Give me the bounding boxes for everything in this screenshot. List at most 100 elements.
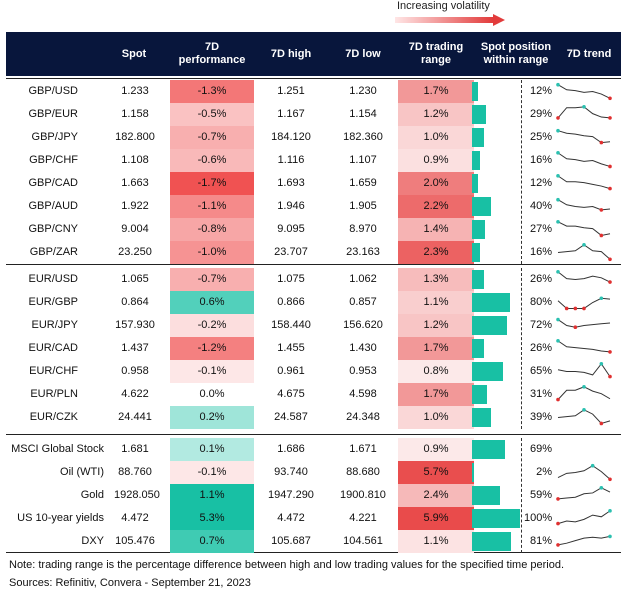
cell-perf: -1.7% bbox=[170, 172, 254, 195]
trend-high-point bbox=[556, 339, 560, 343]
cell-perf: 0.7% bbox=[170, 530, 254, 553]
cell-perf: 5.3% bbox=[170, 507, 254, 530]
position-value: 31% bbox=[529, 388, 552, 400]
trend-low-point bbox=[556, 397, 560, 402]
cell-low: 0.953 bbox=[349, 365, 377, 377]
position-value: 25% bbox=[529, 131, 552, 143]
pair-label: DXY bbox=[81, 535, 104, 547]
cell-high: 1.455 bbox=[277, 342, 305, 354]
cell-range: 2.0% bbox=[398, 172, 474, 195]
trend-line bbox=[557, 319, 611, 328]
cell-range: 1.7% bbox=[398, 337, 474, 360]
cell-low: 104.561 bbox=[343, 535, 383, 547]
pair-label: GBP/CHF bbox=[29, 154, 78, 166]
cell-spot: 1.108 bbox=[121, 154, 149, 166]
cell-perf: 1.1% bbox=[170, 484, 254, 507]
pair-label: GBP/JPY bbox=[31, 131, 78, 143]
position-bar bbox=[472, 243, 480, 262]
cell-perf: -0.5% bbox=[170, 103, 254, 126]
cell-low: 4.221 bbox=[349, 512, 377, 524]
table-row: EUR/USD 1.065 -0.7% 1.075 1.062 1.3% 26% bbox=[6, 268, 621, 291]
cell-perf: 0.0% bbox=[170, 383, 254, 406]
trend-high-point bbox=[599, 486, 604, 490]
pair-label: EUR/USD bbox=[28, 273, 78, 285]
trend-sparkline bbox=[556, 317, 611, 329]
header-trading-range: 7D trading range bbox=[408, 41, 464, 66]
position-bar bbox=[472, 197, 492, 216]
trend-sparkline bbox=[556, 385, 611, 402]
trend-low-point bbox=[573, 306, 578, 311]
position-bar bbox=[472, 174, 478, 193]
cell-low: 1.430 bbox=[349, 342, 377, 354]
pair-label: EUR/CHF bbox=[29, 365, 78, 377]
cell-high: 184.120 bbox=[271, 131, 311, 143]
cell-spot: 1.233 bbox=[121, 85, 149, 97]
trend-low-point bbox=[608, 280, 612, 284]
group-separator bbox=[6, 434, 621, 435]
cell-spot: 0.864 bbox=[121, 296, 149, 308]
position-value: 27% bbox=[529, 223, 552, 235]
cell-range: 1.4% bbox=[398, 218, 474, 241]
cell-range: 1.1% bbox=[398, 530, 474, 553]
position-bar bbox=[472, 486, 501, 505]
trend-sparkline bbox=[556, 486, 611, 501]
cell-perf: 0.6% bbox=[170, 291, 254, 314]
table-bottom-border bbox=[6, 552, 621, 553]
header-performance: 7D performance bbox=[178, 41, 246, 66]
cell-perf: -0.1% bbox=[170, 360, 254, 383]
table-row: GBP/AUD 1.922 -1.1% 1.946 1.905 2.2% 40% bbox=[6, 195, 621, 218]
trend-high-point bbox=[599, 296, 604, 301]
cell-low: 24.348 bbox=[346, 411, 380, 423]
cell-perf: 0.2% bbox=[170, 406, 254, 429]
cell-perf: -1.2% bbox=[170, 337, 254, 360]
position-value: 59% bbox=[529, 489, 552, 501]
trend-line bbox=[557, 130, 611, 144]
cell-range: 1.2% bbox=[398, 103, 474, 126]
position-bar bbox=[472, 509, 520, 528]
trend-high-point bbox=[608, 509, 612, 513]
position-midline bbox=[521, 438, 522, 553]
position-bar bbox=[472, 316, 507, 335]
trend-line bbox=[557, 510, 611, 525]
trend-low-point bbox=[556, 543, 560, 547]
trend-low-point bbox=[608, 164, 612, 169]
trend-line bbox=[557, 386, 611, 400]
trend-low-point bbox=[608, 477, 612, 482]
trend-sparkline bbox=[556, 151, 612, 169]
trend-line bbox=[557, 175, 611, 190]
position-bar bbox=[472, 339, 485, 358]
trend-low-point bbox=[573, 325, 578, 329]
table-row: GBP/CAD 1.663 -1.7% 1.693 1.659 2.0% 12% bbox=[6, 172, 621, 195]
position-value: 81% bbox=[529, 535, 552, 547]
cell-spot: 23.250 bbox=[118, 246, 152, 258]
cell-range: 5.9% bbox=[398, 507, 474, 530]
cell-spot: 1.158 bbox=[121, 108, 149, 120]
trend-sparkline bbox=[556, 220, 611, 238]
table-row: DXY 105.476 0.7% 105.687 104.561 1.1% 81% bbox=[6, 530, 621, 553]
cell-range: 1.0% bbox=[398, 126, 474, 149]
position-bar bbox=[472, 128, 484, 147]
trend-high-point bbox=[556, 270, 560, 274]
cell-high: 0.961 bbox=[277, 365, 305, 377]
cell-range: 1.1% bbox=[398, 291, 474, 314]
trend-high-point bbox=[582, 408, 586, 412]
pair-label: Gold bbox=[80, 489, 104, 501]
pair-label: US 10-year yields bbox=[17, 512, 104, 524]
cell-spot: 0.958 bbox=[121, 365, 149, 377]
table-row: EUR/PLN 4.622 0.0% 4.675 4.598 1.7% 31% bbox=[6, 383, 621, 406]
trend-low-point bbox=[608, 96, 612, 101]
trend-high-point bbox=[599, 362, 604, 366]
cell-perf: -0.6% bbox=[170, 149, 254, 172]
pair-label: EUR/CAD bbox=[28, 342, 78, 354]
pair-label: MSCI Global Stock bbox=[11, 443, 104, 455]
pair-label: EUR/JPY bbox=[31, 319, 78, 331]
group-separator bbox=[6, 264, 621, 265]
cell-high: 1947.290 bbox=[268, 489, 314, 501]
pair-label: GBP/AUD bbox=[28, 200, 78, 212]
position-bar bbox=[472, 270, 485, 289]
cell-low: 1.659 bbox=[349, 177, 377, 189]
position-value: 26% bbox=[529, 273, 552, 285]
cell-range: 0.8% bbox=[398, 360, 474, 383]
cell-perf: -0.2% bbox=[170, 314, 254, 337]
cell-high: 1.075 bbox=[277, 273, 305, 285]
